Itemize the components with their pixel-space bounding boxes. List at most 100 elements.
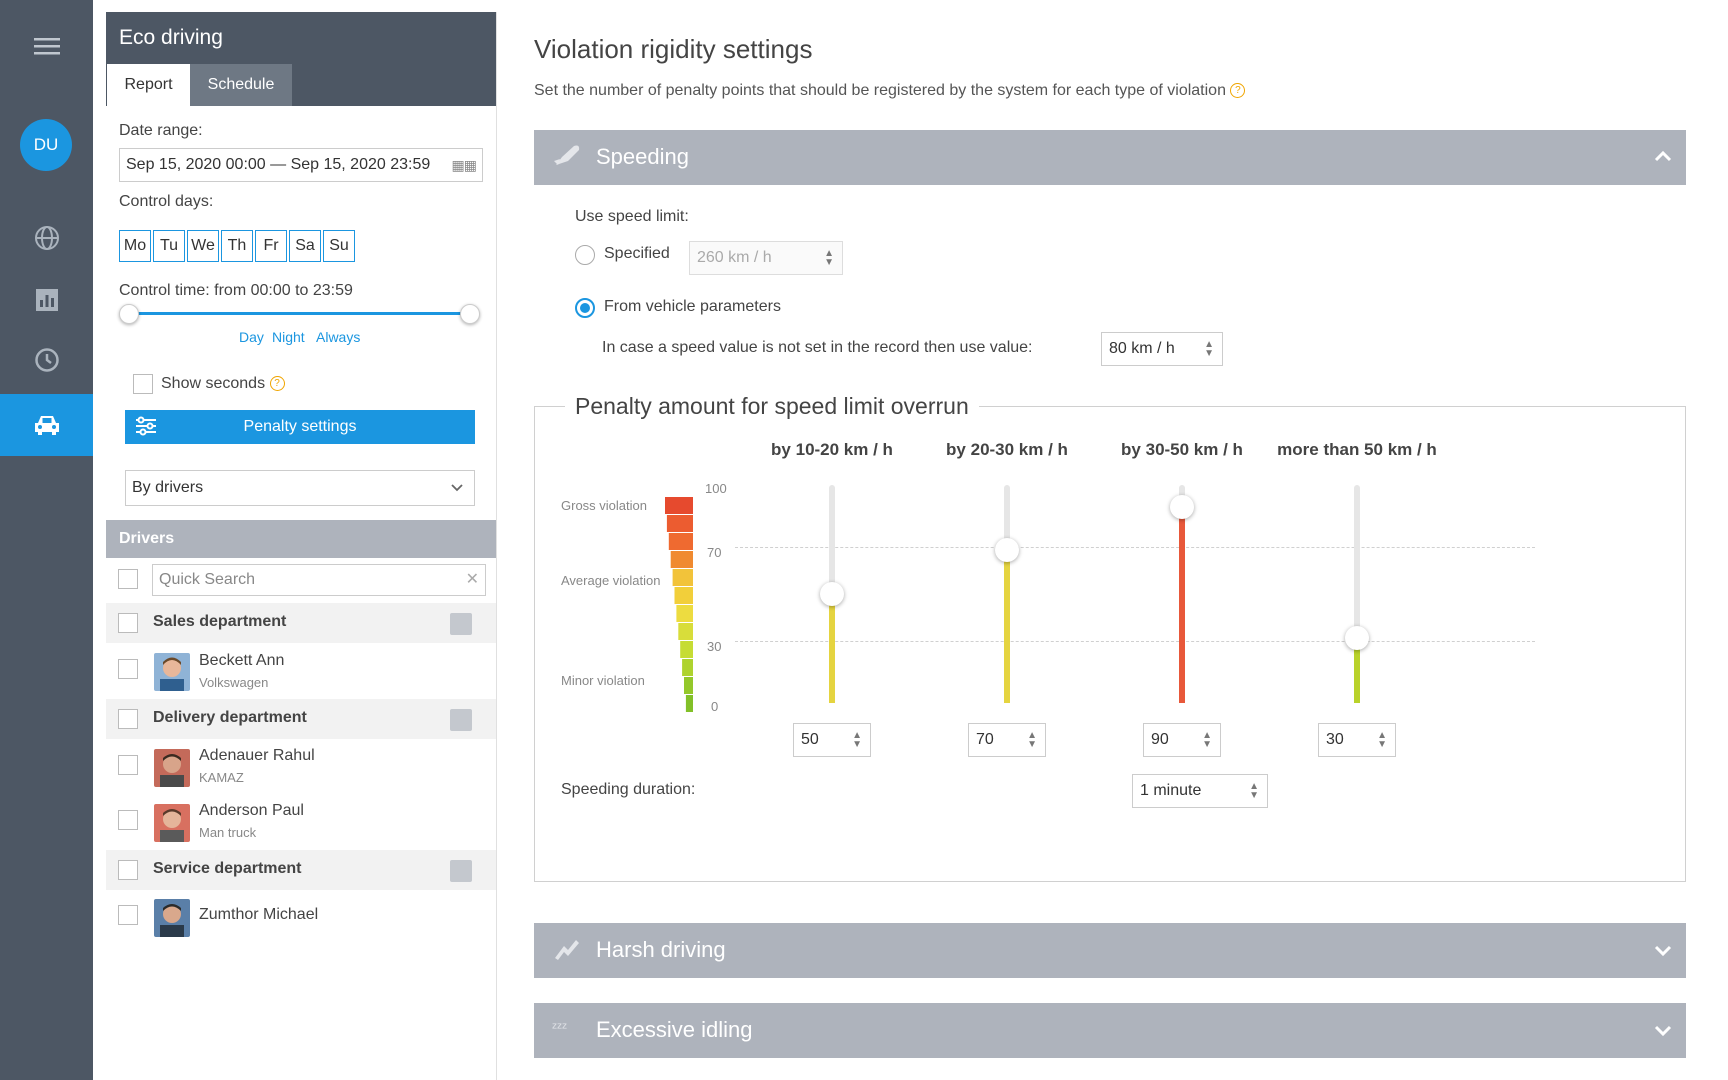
department-row: Service department [106, 850, 496, 890]
specified-speed-input[interactable]: 260 km / h ▲ ▼ [689, 241, 843, 275]
gridline-30 [735, 641, 1535, 642]
time-preset-always[interactable]: Always [316, 329, 361, 345]
driver-checkbox[interactable] [118, 659, 138, 679]
penalty-value-input[interactable]: 70 ▲ ▼ [968, 723, 1046, 757]
driver-photo [154, 749, 190, 787]
grouping-select[interactable]: By drivers [125, 470, 475, 506]
department-checkbox[interactable] [118, 613, 138, 633]
scale-segment [682, 659, 693, 676]
globe-icon[interactable] [0, 208, 93, 268]
scale-segment [672, 569, 693, 586]
violation-scale-bar [665, 497, 693, 712]
driver-checkbox[interactable] [118, 810, 138, 830]
penalty-slider-handle[interactable] [820, 582, 844, 606]
panel-tabs: Report Schedule [106, 64, 496, 106]
help-icon[interactable]: ? [1230, 83, 1246, 99]
menu-icon[interactable] [0, 16, 93, 76]
day-tuesday[interactable]: Tu [153, 230, 185, 262]
help-icon[interactable]: ? [269, 376, 285, 392]
scale-segment [678, 623, 693, 640]
car-icon[interactable] [0, 394, 93, 456]
driver-name[interactable]: Adenauer Rahul [199, 747, 315, 764]
select-all-checkbox[interactable] [118, 569, 138, 589]
stepper-arrows-icon[interactable]: ▲ ▼ [1027, 730, 1037, 750]
clear-icon[interactable]: ✕ [465, 571, 479, 588]
stepper-arrows-icon[interactable]: ▲ ▼ [824, 248, 834, 268]
stepper-arrows-icon[interactable]: ▲ ▼ [1202, 730, 1212, 750]
page-subtitle: Set the number of penalty points that sh… [534, 82, 1226, 99]
show-seconds-label: Show seconds [161, 375, 266, 392]
penalty-slider-handle[interactable] [995, 538, 1019, 563]
calendar-icon[interactable]: ▦▦ [451, 157, 477, 173]
from-vehicle-radio[interactable] [575, 298, 595, 318]
control-time-label: Control time: from 00:00 to 23:59 [119, 282, 353, 299]
speeding-duration-value: 1 minute [1140, 782, 1202, 799]
clock-icon[interactable] [0, 330, 93, 390]
panel-title: Eco driving [106, 12, 496, 64]
penalty-value-input[interactable]: 30 ▲ ▼ [1318, 723, 1396, 757]
section-speeding[interactable]: Speeding [534, 130, 1686, 185]
driver-name[interactable]: Beckett Ann [199, 652, 285, 669]
search-placeholder: Quick Search [159, 571, 256, 588]
fallback-speed-value: 80 km / h [1109, 340, 1175, 357]
grouping-value: By drivers [132, 479, 204, 496]
driver-vehicle: KAMAZ [199, 770, 244, 785]
department-checkbox[interactable] [118, 709, 138, 729]
date-range-input[interactable]: Sep 15, 2020 00:00 — Sep 15, 2020 23:59 … [119, 148, 483, 182]
stepper-arrows-icon[interactable]: ▲ ▼ [1377, 730, 1387, 750]
specified-radio[interactable] [575, 245, 595, 265]
department-name: Sales department [153, 613, 287, 630]
tab-schedule[interactable]: Schedule [190, 64, 292, 106]
penalty-slider-handle[interactable] [1345, 625, 1369, 650]
section-harsh-driving[interactable]: Harsh driving [534, 923, 1686, 978]
speeding-duration-input[interactable]: 1 minute ▲ ▼ [1132, 774, 1268, 808]
penalty-slider-handle[interactable] [1170, 494, 1194, 519]
department-checkbox[interactable] [118, 860, 138, 880]
quick-search-input[interactable]: Quick Search ✕ [152, 564, 486, 596]
time-preset-night[interactable]: Night [272, 329, 305, 345]
penalty-value-input[interactable]: 50 ▲ ▼ [793, 723, 871, 757]
chevron-down-icon[interactable] [1654, 937, 1672, 969]
stepper-arrows-icon[interactable]: ▲ ▼ [1204, 339, 1214, 359]
control-time-slider[interactable] [126, 312, 469, 315]
show-seconds-row: Show seconds ? [161, 375, 285, 393]
penalty-settings-button[interactable]: Penalty settings [125, 410, 475, 444]
section-title: Excessive idling [596, 1017, 753, 1042]
day-thursday[interactable]: Th [221, 230, 253, 262]
day-wednesday[interactable]: We [187, 230, 219, 262]
chart-icon[interactable] [0, 270, 93, 330]
scale-segment [674, 587, 693, 604]
scale-segment [670, 551, 693, 568]
penalty-slider-track[interactable] [1354, 485, 1360, 703]
penalty-value: 70 [976, 731, 994, 748]
avatar[interactable]: DU [20, 119, 72, 171]
section-title: Harsh driving [596, 937, 726, 962]
control-days-label: Control days: [119, 193, 214, 210]
stepper-arrows-icon[interactable]: ▲ ▼ [1249, 781, 1259, 801]
time-slider-end-handle[interactable] [460, 304, 480, 324]
driver-name[interactable]: Zumthor Michael [199, 906, 319, 923]
collapse-icon[interactable] [450, 613, 472, 635]
day-saturday[interactable]: Sa [289, 230, 321, 262]
scale-segment [668, 533, 693, 550]
penalty-value-input[interactable]: 90 ▲ ▼ [1143, 723, 1221, 757]
collapse-icon[interactable] [450, 709, 472, 731]
stepper-arrows-icon[interactable]: ▲ ▼ [852, 730, 862, 750]
time-slider-start-handle[interactable] [119, 304, 139, 324]
driver-checkbox[interactable] [118, 905, 138, 925]
time-preset-day[interactable]: Day [239, 329, 264, 345]
chevron-up-icon[interactable] [1654, 144, 1672, 176]
driver-name[interactable]: Anderson Paul [199, 802, 304, 819]
day-monday[interactable]: Mo [119, 230, 151, 262]
chevron-down-icon[interactable] [1654, 1017, 1672, 1049]
tab-report[interactable]: Report [107, 64, 190, 106]
show-seconds-checkbox[interactable] [133, 374, 153, 394]
penalty-value: 90 [1151, 731, 1169, 748]
fallback-speed-input[interactable]: 80 km / h ▲ ▼ [1101, 332, 1223, 366]
penalty-settings-label: Penalty settings [243, 418, 357, 435]
day-sunday[interactable]: Su [323, 230, 355, 262]
section-excessive-idling[interactable]: ᶻᶻᶻ Excessive idling [534, 1003, 1686, 1058]
collapse-icon[interactable] [450, 860, 472, 882]
driver-checkbox[interactable] [118, 755, 138, 775]
day-friday[interactable]: Fr [255, 230, 287, 262]
